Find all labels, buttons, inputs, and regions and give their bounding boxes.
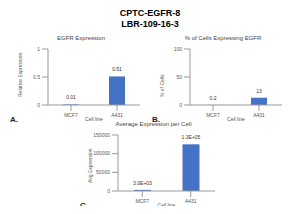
html-text:C.: C.	[80, 201, 88, 210]
svg-text:% of Cells: % of Cells	[159, 74, 165, 97]
svg-text:100: 100	[174, 46, 183, 52]
html-text:Average Expression per Cell: Average Expression per Cell	[115, 121, 192, 127]
svg-text:MCF7: MCF7	[206, 112, 220, 118]
html-text:% of Cells Expressing EGFR: % of Cells Expressing EGFR	[184, 35, 262, 41]
svg-text:A431: A431	[253, 112, 265, 118]
svg-text:MCF7: MCF7	[135, 198, 149, 204]
svg-text:50000: 50000	[96, 169, 110, 175]
html-text:A.: A.	[10, 115, 18, 124]
svg-text:Cell line: Cell line	[227, 116, 245, 122]
svg-text:1: 1	[37, 46, 40, 52]
svg-text:0.5: 0.5	[33, 74, 40, 80]
svg-text:Cell line: Cell line	[158, 202, 176, 206]
svg-text:0.51: 0.51	[112, 66, 122, 72]
svg-text:150000: 150000	[93, 132, 110, 138]
html-text:LBR-109-16-3: LBR-109-16-3	[121, 19, 179, 29]
html-text:B.: B.	[152, 115, 160, 124]
svg-text:0: 0	[179, 102, 182, 108]
svg-text:13: 13	[256, 88, 262, 94]
html-text:EGFR Expression: EGFR Expression	[57, 35, 105, 41]
svg-text:Relative Expression: Relative Expression	[17, 53, 23, 97]
svg-text:A431: A431	[185, 198, 197, 204]
svg-text:MCF7: MCF7	[64, 112, 78, 118]
svg-text:1.3E+05: 1.3E+05	[182, 134, 201, 140]
svg-text:0: 0	[37, 102, 40, 108]
svg-text:0.01: 0.01	[66, 94, 76, 100]
svg-text:A431: A431	[111, 112, 123, 118]
svg-text:0: 0	[107, 188, 110, 194]
svg-text:3.0E+03: 3.0E+03	[133, 180, 152, 186]
svg-text:100000: 100000	[93, 150, 110, 156]
svg-text:50: 50	[176, 74, 182, 80]
svg-text:Avg Expression: Avg Expression	[87, 148, 93, 183]
html-text:CPTC-EGFR-8: CPTC-EGFR-8	[119, 8, 181, 18]
svg-text:0.2: 0.2	[210, 95, 217, 101]
svg-text:Cell line: Cell line	[85, 116, 103, 122]
